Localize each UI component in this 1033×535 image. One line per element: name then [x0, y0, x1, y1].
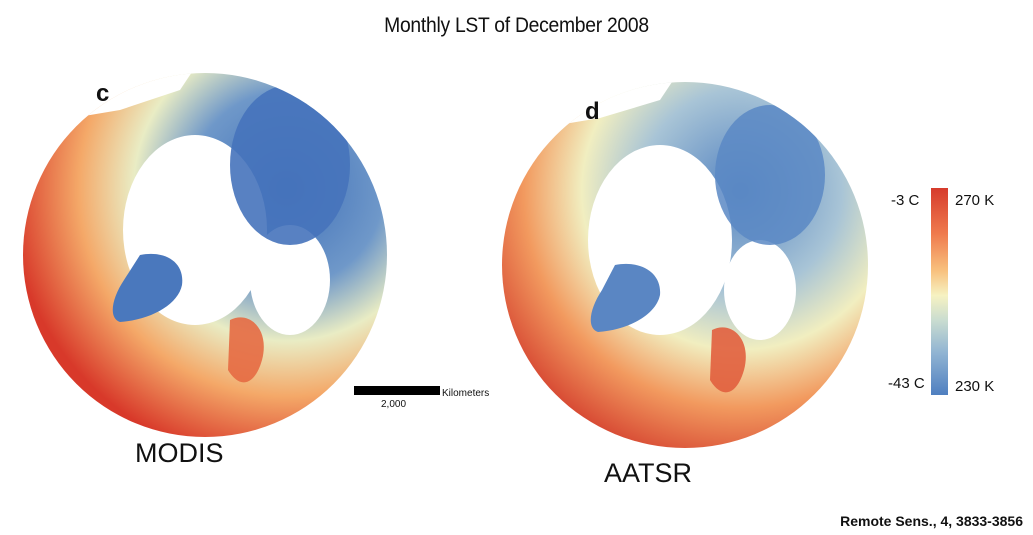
- figure-title: Monthly LST of December 2008: [384, 14, 649, 37]
- modis-map: [23, 73, 387, 437]
- scale-value: 2,000: [381, 399, 407, 410]
- colorbar-top-kelvin: 270 K: [955, 192, 995, 209]
- colorbar-bottom-celsius: -43 C: [888, 375, 925, 392]
- colorbar-top-celsius: -3 C: [891, 192, 920, 209]
- sensor-label-aatsr: AATSR: [604, 458, 693, 488]
- scale-bar: [354, 386, 440, 395]
- colorbar: [931, 188, 948, 395]
- scale-unit: Kilometers: [442, 388, 490, 399]
- sensor-label-modis: MODIS: [135, 438, 224, 468]
- aatsr-map: [502, 82, 868, 448]
- citation: Remote Sens., 4, 3833-3856: [840, 513, 1023, 529]
- panel-label-c: c: [96, 80, 110, 107]
- panel-label-d: d: [585, 98, 600, 125]
- colorbar-bottom-kelvin: 230 K: [955, 378, 995, 395]
